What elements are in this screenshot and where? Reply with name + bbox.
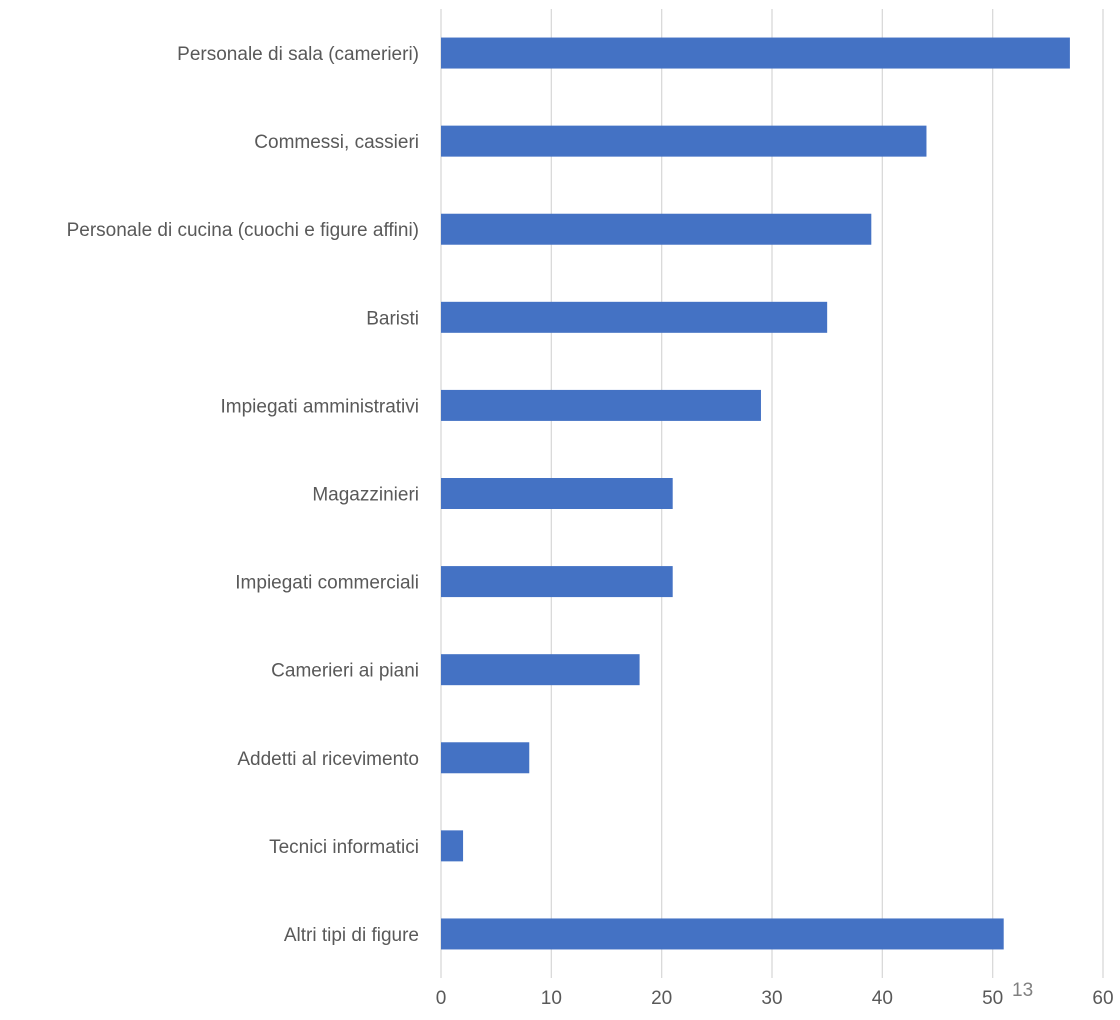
bar: [441, 301, 828, 333]
category-label: Camerieri ai piani: [271, 661, 419, 682]
bar: [441, 654, 640, 686]
category-label: Personale di cucina (cuochi e figure aff…: [67, 220, 419, 241]
page-number: 13: [1012, 980, 1033, 1001]
category-label: Altri tipi di figure: [284, 925, 419, 946]
category-label: Addetti al ricevimento: [237, 749, 419, 770]
category-labels: Personale di sala (camerieri) Commessi, c…: [67, 44, 419, 946]
bar: [441, 125, 927, 157]
bar: [441, 742, 530, 774]
category-label: Tecnici informatici: [269, 837, 419, 858]
category-label: Magazzinieri: [312, 485, 419, 506]
bar: [441, 213, 872, 245]
category-label: Personale di sala (camerieri): [177, 44, 419, 65]
x-tick-label: 10: [541, 988, 562, 1009]
x-tick-label: 50: [982, 988, 1003, 1009]
x-tick-label: 40: [872, 988, 893, 1009]
category-label: Baristi: [366, 308, 419, 329]
category-label: Commessi, cassieri: [254, 132, 419, 153]
x-tick-label: 30: [761, 988, 782, 1009]
bar: [441, 830, 464, 862]
x-tick-label: 60: [1092, 988, 1113, 1009]
bar: [441, 566, 673, 598]
bar: [441, 37, 1070, 69]
bar: [441, 389, 761, 421]
bars: [441, 37, 1070, 950]
bar: [441, 918, 1004, 950]
bar: [441, 478, 673, 509]
category-label: Impiegati amministrativi: [221, 396, 420, 417]
x-tick-label: 20: [651, 988, 672, 1009]
category-label: Impiegati commerciali: [235, 573, 419, 594]
x-tick-label: 0: [436, 988, 447, 1009]
x-tick-labels: 0 10 20 30 40 50 60: [436, 988, 1114, 1009]
